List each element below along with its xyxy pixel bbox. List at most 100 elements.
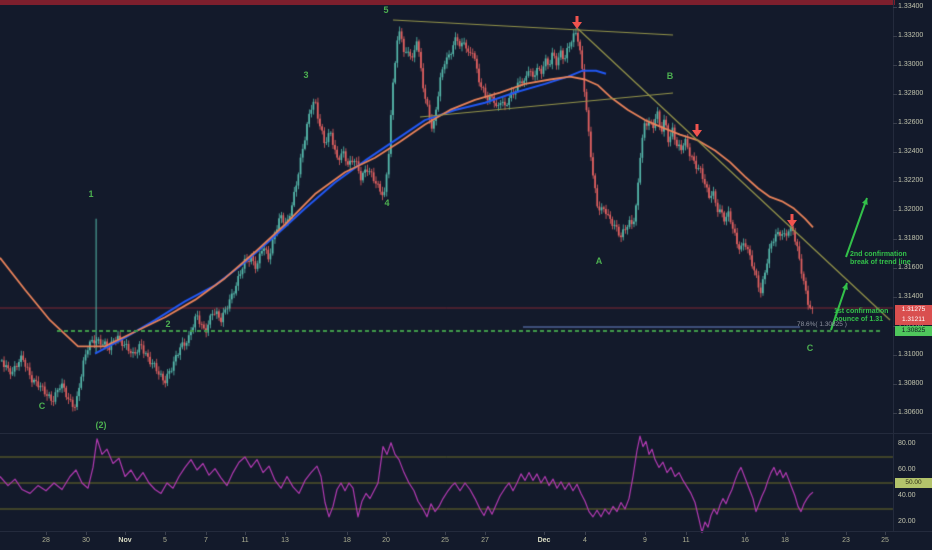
wave-label-1[interactable]: 1 — [88, 189, 94, 199]
time-axis-label: 25 — [881, 537, 889, 544]
price-axis-tick — [893, 36, 897, 37]
time-axis-label: 20 — [382, 537, 390, 544]
time-axis-label: 7 — [204, 537, 208, 544]
pane-separator[interactable] — [0, 433, 932, 434]
rsi-axis-label: 60.00 — [898, 466, 916, 473]
time-axis-tick — [846, 532, 847, 535]
price-axis-label: 1.33000 — [898, 61, 924, 68]
time-axis-tick — [86, 532, 87, 535]
price-axis-label: 1.31400 — [898, 293, 924, 300]
note-line: 1st confirmation — [834, 308, 889, 315]
time-axis-tick — [165, 532, 166, 535]
time-axis-label: 5 — [163, 537, 167, 544]
time-axis-label: 25 — [441, 537, 449, 544]
price-axis-tick — [893, 239, 897, 240]
time-axis-tick — [125, 532, 126, 535]
time-axis-tick — [485, 532, 486, 535]
note-line: bounce of 1.31 — [834, 316, 884, 323]
price-axis-label: 1.31600 — [898, 264, 924, 271]
wave-label-B[interactable]: B — [666, 71, 674, 81]
time-axis-tick — [206, 532, 207, 535]
time-axis-tick — [686, 532, 687, 535]
price-axis-tick — [893, 297, 897, 298]
sell-arrow-icon[interactable] — [691, 124, 703, 138]
price-axis-label: 1.32400 — [898, 148, 924, 155]
time-axis-tick — [585, 532, 586, 535]
price-axis-tick — [893, 413, 897, 414]
sell-arrow-icon[interactable] — [786, 214, 798, 228]
price-axis-label: 1.33200 — [898, 32, 924, 39]
time-axis-tick — [745, 532, 746, 535]
price-tag-red: 1.31275 — [895, 305, 932, 315]
fib-retracement-label[interactable]: 78.6%( 1.30825 ) — [797, 321, 847, 328]
confirmation-up-arrow-icon[interactable] — [826, 278, 852, 335]
rsi-value-tag: 50.00 — [895, 478, 932, 488]
time-axis-label: 9 — [643, 537, 647, 544]
time-axis-label: 16 — [741, 537, 749, 544]
wave-label-C[interactable]: C — [806, 343, 814, 353]
price-axis-tick — [893, 181, 897, 182]
note-2nd-confirmation[interactable]: 2nd confirmation break of trend line — [850, 251, 911, 267]
time-axis-label: 28 — [42, 537, 50, 544]
price-axis-label: 1.32200 — [898, 177, 924, 184]
time-axis-tick — [885, 532, 886, 535]
price-axis-label: 1.31000 — [898, 351, 924, 358]
time-axis-tick — [386, 532, 387, 535]
confirmation-up-arrow-icon[interactable] — [841, 193, 872, 262]
note-line: 2nd confirmation — [850, 251, 907, 258]
wave-label-A[interactable]: A — [595, 256, 603, 266]
time-axis-separator — [0, 531, 932, 532]
price-axis-label: 1.30600 — [898, 409, 924, 416]
rsi-axis-label: 40.00 — [898, 492, 916, 499]
price-axis-label: 1.31200 — [898, 322, 923, 330]
top-red-bar — [0, 0, 895, 5]
sell-arrow-icon[interactable] — [571, 16, 583, 30]
time-axis-label: 23 — [842, 537, 850, 544]
time-axis-label: 18 — [343, 537, 351, 544]
wave-label-5[interactable]: 5 — [383, 5, 389, 15]
price-axis-tick — [893, 355, 897, 356]
price-tag-red: 1.31211 — [895, 315, 932, 325]
note-1st-confirmation[interactable]: 1st confirmation bounce of 1.31 — [834, 308, 888, 324]
price-axis-tick — [893, 268, 897, 269]
note-line: break of trend line — [850, 259, 911, 266]
wave-label-2[interactable]: 2 — [165, 319, 171, 329]
wave-label-2[interactable]: (2) — [95, 420, 107, 430]
price-axis-tick — [893, 65, 897, 66]
price-axis-tick — [893, 210, 897, 211]
price-axis-label: 1.32600 — [898, 119, 924, 126]
time-axis-label: Nov — [118, 537, 132, 544]
rsi-axis-label: 80.00 — [898, 440, 916, 447]
time-axis-tick — [785, 532, 786, 535]
price-axis-label: 1.32000 — [898, 206, 924, 213]
time-axis-tick — [347, 532, 348, 535]
price-axis-tick — [893, 384, 897, 385]
price-axis-label: 1.31800 — [898, 235, 924, 242]
rsi-axis-label: 20.00 — [898, 518, 916, 525]
time-axis-tick — [46, 532, 47, 535]
price-axis-label: 1.30800 — [898, 380, 924, 387]
price-axis-separator[interactable] — [893, 0, 894, 532]
time-axis-label: 13 — [281, 537, 289, 544]
time-axis-tick — [445, 532, 446, 535]
wave-label-3[interactable]: 3 — [303, 70, 309, 80]
time-axis-label: Dec — [537, 537, 551, 544]
time-axis-label: 18 — [781, 537, 789, 544]
price-axis-tick — [893, 7, 897, 8]
price-axis-label: 1.33400 — [898, 3, 924, 10]
time-axis-label: 11 — [682, 537, 690, 544]
price-axis-label: 1.32800 — [898, 90, 924, 97]
wave-label-C[interactable]: C — [38, 401, 46, 411]
wave-label-4[interactable]: 4 — [384, 198, 390, 208]
time-axis-tick — [645, 532, 646, 535]
time-axis-label: 27 — [481, 537, 489, 544]
time-axis-label: 30 — [82, 537, 90, 544]
time-axis-tick — [544, 532, 545, 535]
time-axis-tick — [245, 532, 246, 535]
price-axis-tick — [893, 152, 897, 153]
time-axis-label: 4 — [583, 537, 587, 544]
price-tag-green: 1.30825 — [895, 326, 932, 336]
price-axis-tick — [893, 123, 897, 124]
